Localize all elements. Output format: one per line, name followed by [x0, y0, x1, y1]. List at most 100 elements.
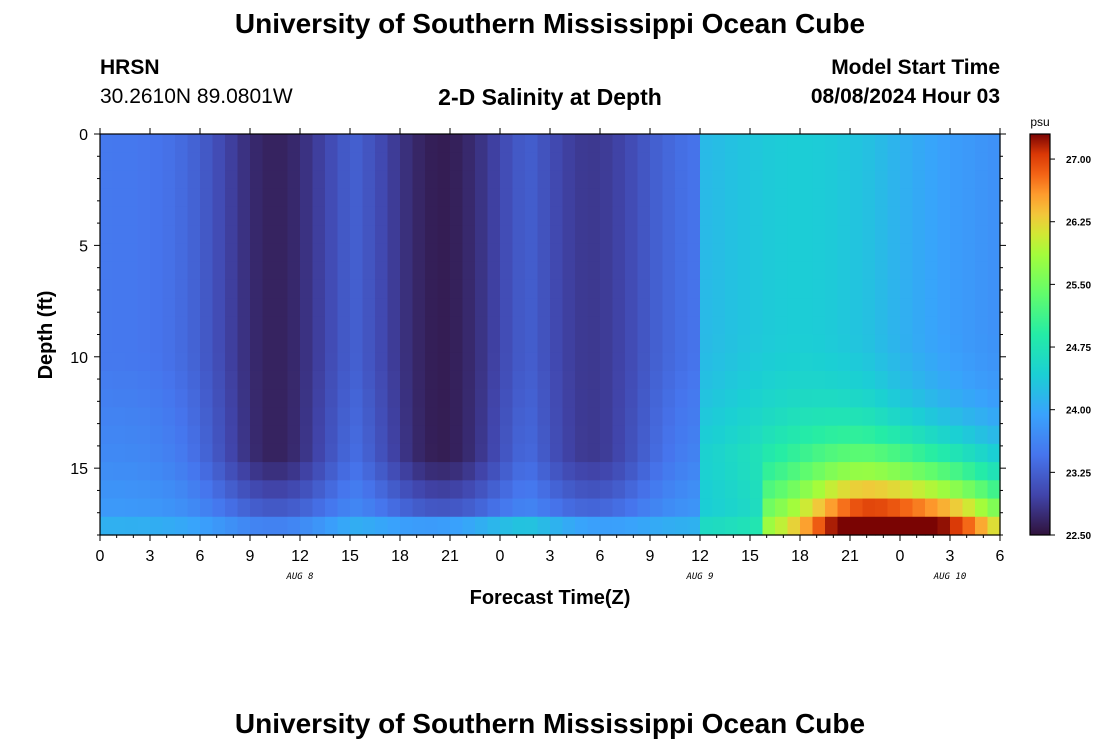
- heatmap-cell: [337, 298, 351, 317]
- heatmap-cell: [750, 206, 764, 226]
- heatmap-cell: [837, 316, 851, 336]
- heatmap-cell: [250, 152, 264, 172]
- heatmap-cell: [500, 243, 514, 263]
- heatmap-cell: [362, 516, 376, 536]
- heatmap-cell: [750, 225, 764, 244]
- heatmap-cell: [337, 425, 351, 445]
- heatmap-cell: [537, 225, 551, 244]
- heatmap-cell: [500, 134, 514, 153]
- heatmap-cell: [312, 298, 326, 317]
- heatmap-cell: [600, 425, 614, 445]
- heatmap-cell: [925, 480, 939, 500]
- heatmap-cell: [325, 480, 339, 500]
- heatmap-cell: [687, 334, 701, 354]
- heatmap-cell: [100, 370, 114, 390]
- heatmap-cell: [187, 498, 201, 518]
- heatmap-cell: [912, 407, 926, 427]
- x-tick-label: 18: [391, 548, 409, 565]
- heatmap-cell: [750, 443, 764, 463]
- heatmap-cell: [812, 279, 826, 299]
- heatmap-cell: [212, 498, 226, 518]
- heatmap-cell: [587, 261, 601, 281]
- heatmap-cell: [275, 170, 289, 190]
- heatmap-cell: [850, 243, 864, 263]
- heatmap-cell: [225, 425, 239, 445]
- heatmap-cell: [962, 225, 976, 244]
- heatmap-cell: [812, 352, 826, 372]
- heatmap-cell: [137, 498, 151, 518]
- heatmap-cell: [675, 370, 689, 390]
- heatmap-cell: [837, 298, 851, 317]
- heatmap-cell: [250, 480, 264, 500]
- heatmap-cell: [962, 480, 976, 500]
- heatmap-cell: [912, 498, 926, 518]
- heatmap-cell: [175, 370, 189, 390]
- heatmap-cell: [562, 170, 576, 190]
- heatmap-cell: [837, 370, 851, 390]
- heatmap-cell: [450, 425, 464, 445]
- heatmap-cell: [500, 188, 514, 208]
- heatmap-cell: [437, 206, 451, 226]
- heatmap-cell: [250, 425, 264, 445]
- heatmap-cell: [975, 480, 989, 500]
- heatmap-cell: [575, 170, 589, 190]
- heatmap-cell: [275, 134, 289, 153]
- heatmap-cell: [600, 443, 614, 463]
- heatmap-cell: [375, 352, 389, 372]
- heatmap-cell: [787, 498, 801, 518]
- heatmap-cell: [975, 425, 989, 445]
- heatmap-cell: [437, 516, 451, 536]
- heatmap-cell: [787, 443, 801, 463]
- heatmap-cell: [575, 298, 589, 317]
- heatmap-cell: [175, 206, 189, 226]
- heatmap-cell: [812, 370, 826, 390]
- heatmap-cell: [512, 316, 526, 336]
- heatmap-cell: [712, 425, 726, 445]
- heatmap-cell: [812, 498, 826, 518]
- heatmap-cell: [650, 243, 664, 263]
- heatmap-cell: [250, 407, 264, 427]
- model-start-value: 08/08/2024 Hour 03: [810, 85, 1000, 108]
- heatmap-cell: [412, 152, 426, 172]
- heatmap-cell: [312, 170, 326, 190]
- heatmap-cell: [187, 261, 201, 281]
- heatmap-cell: [500, 334, 514, 354]
- heatmap-cell: [237, 316, 251, 336]
- heatmap-cell: [900, 498, 914, 518]
- heatmap-cell: [525, 498, 539, 518]
- heatmap-cell: [850, 134, 864, 153]
- heatmap-cell: [900, 352, 914, 372]
- heatmap-cell: [637, 225, 651, 244]
- heatmap-cell: [262, 316, 276, 336]
- heatmap-cell: [600, 243, 614, 263]
- heatmap-cell: [250, 206, 264, 226]
- heatmap-cell: [125, 279, 139, 299]
- heatmap-cell: [700, 243, 714, 263]
- heatmap-cell: [437, 170, 451, 190]
- heatmap-cell: [100, 243, 114, 263]
- heatmap-cell: [112, 425, 126, 445]
- heatmap-cell: [187, 334, 201, 354]
- heatmap-cell: [125, 480, 139, 500]
- heatmap-cell: [862, 225, 876, 244]
- heatmap-cell: [575, 188, 589, 208]
- heatmap-cell: [762, 352, 776, 372]
- heatmap-cell: [650, 462, 664, 481]
- heatmap-cell: [850, 462, 864, 481]
- heatmap-cell: [250, 462, 264, 481]
- heatmap-cell: [225, 206, 239, 226]
- heatmap-cell: [850, 206, 864, 226]
- heatmap-cell: [625, 298, 639, 317]
- heatmap-cell: [237, 370, 251, 390]
- heatmap-cell: [875, 462, 889, 481]
- heatmap-cell: [675, 425, 689, 445]
- heatmap-cell: [362, 206, 376, 226]
- heatmap-cell: [825, 225, 839, 244]
- heatmap-cell: [400, 480, 414, 500]
- heatmap-cell: [600, 206, 614, 226]
- heatmap-cell: [662, 407, 676, 427]
- heatmap-cell: [987, 225, 1001, 244]
- heatmap-cell: [887, 498, 901, 518]
- heatmap-cell: [112, 225, 126, 244]
- heatmap-cell: [775, 389, 789, 409]
